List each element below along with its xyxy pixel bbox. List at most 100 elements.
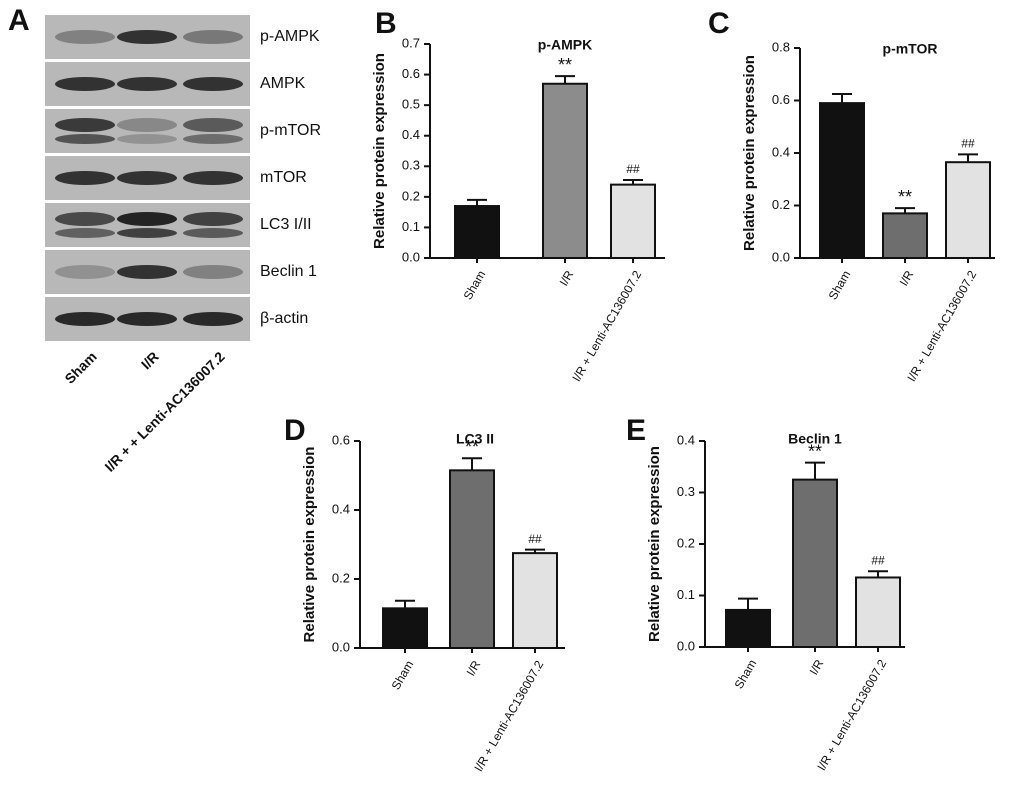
- bar: [882, 212, 928, 259]
- y-axis-label: Relative protein expression: [371, 53, 388, 249]
- blot-band: [117, 265, 177, 279]
- bar: [855, 576, 901, 648]
- bar: [382, 607, 428, 650]
- blot-band: [55, 77, 115, 91]
- x-tick-label: Sham: [732, 657, 760, 691]
- x-tick-label: Sham: [461, 268, 489, 302]
- protein-label: AMPK: [260, 75, 306, 92]
- bar: [725, 608, 771, 648]
- bar: [449, 469, 495, 650]
- significance-label: **: [898, 187, 912, 207]
- protein-label: β-actin: [260, 310, 308, 327]
- bar: [792, 478, 838, 648]
- y-tick-label: 0.0: [402, 249, 420, 264]
- y-axis-label: Relative protein expression: [301, 447, 318, 643]
- significance-label: **: [465, 437, 479, 457]
- blot-band: [117, 312, 177, 326]
- significance-label: **: [558, 55, 572, 75]
- y-tick-label: 0.4: [772, 144, 790, 159]
- blot-band: [55, 212, 115, 226]
- blot-band: [117, 212, 177, 226]
- protein-label: p-AMPK: [260, 28, 320, 45]
- blot-band: [183, 228, 243, 238]
- y-tick-label: 0.6: [402, 66, 420, 81]
- x-tick-label: I/R: [464, 658, 484, 679]
- y-tick-label: 0.0: [772, 249, 790, 264]
- y-tick-label: 0.2: [332, 570, 350, 585]
- blot-band: [117, 171, 177, 185]
- panel-label: D: [284, 414, 306, 447]
- panel-label: C: [708, 7, 730, 40]
- y-tick-label: 0.3: [402, 158, 420, 173]
- bar: [819, 102, 865, 259]
- blot-band: [55, 134, 115, 144]
- y-tick-label: 0.3: [677, 484, 695, 499]
- bar: [454, 205, 500, 259]
- blot-band: [117, 228, 177, 238]
- significance-label: **: [808, 441, 822, 461]
- blot-band: [55, 228, 115, 238]
- y-axis-label: Relative protein expression: [646, 446, 663, 642]
- protein-label: LC3 I/II: [260, 216, 312, 233]
- bar: [610, 183, 656, 259]
- y-tick-label: 0.7: [402, 35, 420, 50]
- x-tick-label: I/R: [557, 268, 577, 289]
- protein-label: p-mTOR: [260, 122, 321, 139]
- chart-title: Beclin 1: [788, 431, 842, 447]
- y-axis-label: Relative protein expression: [741, 55, 758, 251]
- y-tick-label: 0.8: [772, 39, 790, 54]
- panel-label: B: [375, 7, 397, 40]
- significance-label: ##: [528, 532, 542, 546]
- blot-band: [183, 171, 243, 185]
- blot-band: [55, 312, 115, 326]
- panel-label: E: [626, 414, 646, 447]
- bar: [542, 82, 588, 259]
- blot-band: [183, 134, 243, 144]
- y-tick-label: 0.1: [677, 587, 695, 602]
- significance-label: ##: [626, 162, 640, 176]
- significance-label: ##: [871, 553, 885, 567]
- y-tick-label: 0.2: [677, 535, 695, 550]
- y-tick-label: 0.0: [332, 639, 350, 654]
- y-tick-label: 0.5: [402, 97, 420, 112]
- blot-band: [117, 118, 177, 132]
- blot-band: [55, 265, 115, 279]
- panel-label: A: [8, 4, 30, 37]
- x-tick-label: Sham: [389, 658, 417, 692]
- y-tick-label: 0.2: [772, 197, 790, 212]
- lane-label: Sham: [61, 348, 99, 386]
- blot-band: [183, 30, 243, 44]
- y-tick-label: 0.4: [402, 127, 420, 142]
- x-tick-label: I/R: [897, 268, 917, 289]
- chart-title: LC3 II: [456, 431, 494, 447]
- lane-label: I/R + + Lenti-AC136007.2: [101, 348, 227, 474]
- y-tick-label: 0.4: [332, 501, 350, 516]
- y-tick-label: 0.0: [677, 638, 695, 653]
- blot-band: [183, 118, 243, 132]
- blot-band: [117, 134, 177, 144]
- blot-band: [55, 118, 115, 132]
- bar: [512, 552, 558, 649]
- protein-label: Beclin 1: [260, 263, 317, 280]
- blot-band: [117, 77, 177, 91]
- y-tick-label: 0.6: [332, 432, 350, 447]
- y-tick-label: 0.4: [677, 432, 695, 447]
- blot-band: [183, 212, 243, 226]
- blot-band: [183, 77, 243, 91]
- blot-band: [55, 30, 115, 44]
- x-tick-label: I/R + Lenti-AC136007.2: [569, 268, 644, 384]
- bar: [945, 161, 991, 259]
- y-tick-label: 0.2: [402, 188, 420, 203]
- significance-label: ##: [961, 136, 975, 150]
- blot-band: [183, 265, 243, 279]
- y-tick-label: 0.6: [772, 92, 790, 107]
- y-tick-label: 0.1: [402, 219, 420, 234]
- x-tick-label: I/R + Lenti-AC136007.2: [904, 268, 979, 384]
- blot-band: [117, 30, 177, 44]
- lane-label: I/R: [138, 348, 162, 372]
- protein-label: mTOR: [260, 169, 307, 186]
- blot-band: [183, 312, 243, 326]
- x-tick-label: I/R + Lenti-AC136007.2: [814, 657, 889, 773]
- chart-title: p-AMPK: [538, 37, 592, 53]
